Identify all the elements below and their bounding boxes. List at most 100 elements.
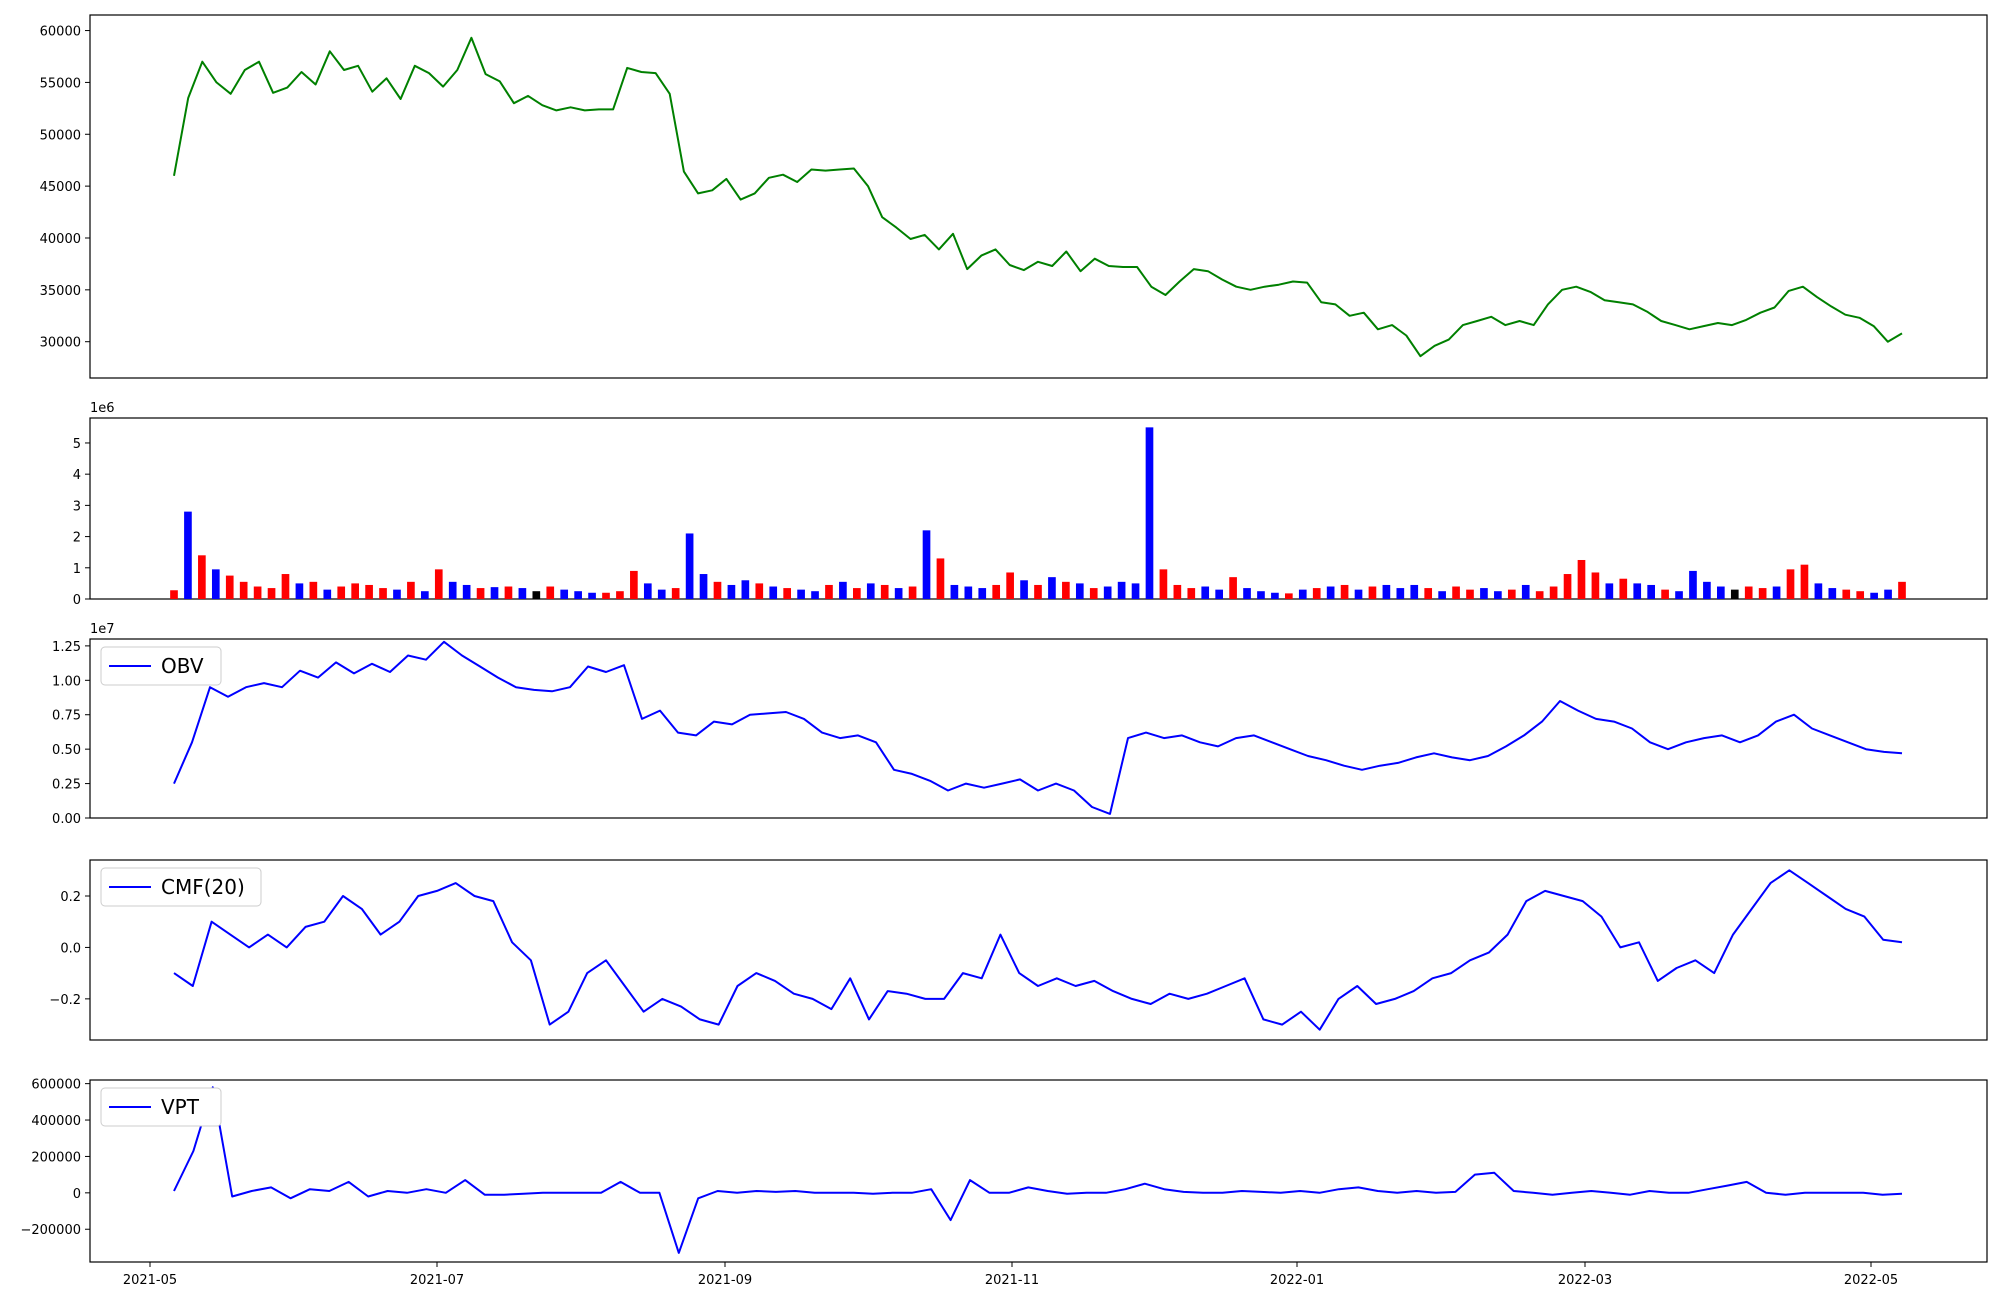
volume-bar [1856,591,1865,599]
volume-bar [1424,588,1433,599]
volume-bar [281,574,290,599]
volume-bar [211,569,220,599]
volume-bar [393,589,401,599]
volume-bar [1173,584,1182,599]
volume-bar [1661,589,1669,599]
volume-bar [546,586,555,599]
volume-bar [1494,591,1502,599]
volume-bar [337,586,346,599]
legend: VPT [100,1087,222,1127]
volume-bar [1786,569,1795,599]
volume-bar [309,581,318,599]
y-tick-label: 50000 [40,128,81,143]
volume-bar [1215,589,1223,599]
y-tick-label: 60000 [40,25,81,40]
volume-bar [1800,564,1809,599]
volume-bar [1312,588,1321,599]
y-tick-label: 0.75 [52,709,81,724]
volume-bar [1438,591,1446,599]
volume-bar [1535,591,1544,599]
volume-bar [1814,583,1823,599]
volume-bar [1884,589,1892,599]
y-tick-label: −200000 [20,1223,81,1238]
volume-bar [741,580,750,599]
volume-bar [1117,581,1126,599]
volume-bar [1410,584,1419,599]
volume-bar [1898,581,1906,599]
series-line-vpt [173,1086,1903,1254]
y-tick-label: 1.25 [52,640,81,655]
axes-frame [89,417,1988,600]
volume-bar [1689,570,1697,599]
volume-bar [839,581,847,599]
panel-4: −0.2 0.0 0.2 CMF(20) [49,859,1988,1041]
volume-bar [685,533,694,599]
y-tick-label: 30000 [40,336,81,351]
y-tick-label: 35000 [40,284,81,299]
x-tick-label: 2021-11 [985,1273,1039,1288]
volume-bar [504,586,513,599]
volume-bar [1591,572,1600,599]
y-tick-label: 5 [73,437,81,452]
volume-bar [783,588,791,599]
volume-bar [866,583,875,599]
volume-bar [978,588,987,599]
y-tick-label: 1 [73,562,81,577]
volume-bar [1131,583,1140,599]
volume-bar [198,555,206,599]
volume-bar [1744,586,1753,599]
legend-label: OBV [161,654,204,678]
volume-bar [630,570,638,599]
volume-bar [1368,586,1377,599]
volume-bar [602,592,610,599]
volume-bar [1563,574,1572,599]
legend-label: CMF(20) [161,875,245,899]
volume-bar [1396,588,1405,599]
volume-bar [1466,589,1474,599]
volume-bar [560,589,569,599]
y-tick-label: 2 [73,531,81,546]
volume-bar [1730,589,1739,599]
y-tick-label: 600000 [31,1078,81,1093]
y-tick-label: 0.00 [52,812,81,827]
volume-bar [1842,589,1851,599]
volume-bar [1675,591,1683,599]
panel-2: 0 1 2 3 4 5 1e6 [73,401,1988,608]
volume-bar [476,588,485,599]
volume-bar [421,591,429,599]
x-tick-label: 2021-09 [698,1273,752,1288]
volume-bar [574,591,582,599]
axis-offset-label: 1e6 [90,401,115,416]
y-tick-label: 0.25 [52,778,81,793]
volume-bar [1870,592,1878,599]
y-tick-label: 0.50 [52,743,81,758]
axes-frame [89,14,1988,379]
volume-bar [1828,588,1837,599]
volume-bar [1006,572,1014,599]
volume-bar [1382,584,1391,599]
panel-5: −200000 0 200000 400000 600000 VPT [20,1078,1988,1263]
volume-bar [936,558,945,599]
volume-bar [1062,581,1070,599]
volume-bar [755,583,764,599]
y-tick-label: 40000 [40,232,81,247]
volume-bar [1521,584,1530,599]
panel-1: 30000 35000 40000 45000 50000 55000 60000 [40,14,1988,379]
volume-bar [462,584,471,599]
volume-bar [1271,592,1279,599]
volume-bar [267,588,276,599]
volume-bar [407,581,415,599]
x-tick-label: 2021-07 [410,1273,464,1288]
volume-bar [239,581,248,599]
x-tick-label: 2021-05 [123,1273,177,1288]
volume-bar [1772,586,1781,599]
volume-bar [1243,588,1251,599]
legend-label: VPT [161,1095,200,1119]
axes-frame [89,1079,1988,1263]
volume-bar [1257,591,1265,599]
volume-bar [713,581,722,599]
y-tick-label: 45000 [40,180,81,195]
volume-bar [532,591,541,599]
volume-bar [379,588,387,599]
volume-bar [253,586,262,599]
